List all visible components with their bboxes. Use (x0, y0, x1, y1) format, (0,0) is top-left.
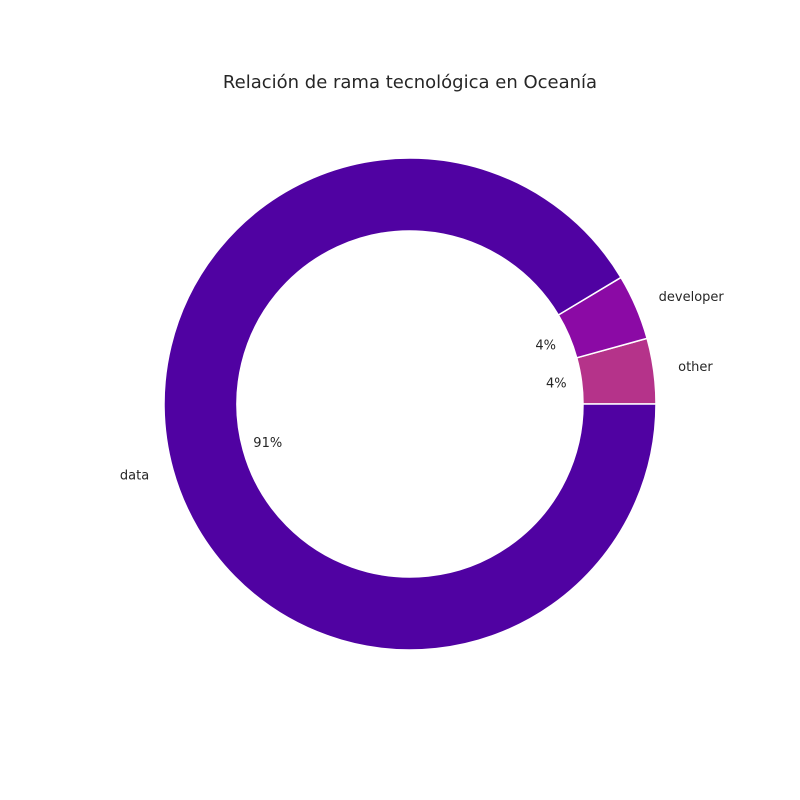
slice-data (163, 157, 657, 651)
slice-label-developer: developer (659, 290, 725, 305)
slice-label-other: other (678, 360, 713, 375)
slices-group (163, 157, 657, 651)
pct-label-data: 91% (253, 436, 282, 451)
chart-title: Relación de rama tecnológica en Oceanía (223, 72, 597, 93)
pct-label-other: 4% (546, 377, 567, 392)
labels-group: other 4% developer 4% data 91% (120, 290, 725, 484)
pct-label-developer: 4% (535, 338, 556, 353)
slice-label-data: data (120, 469, 149, 484)
